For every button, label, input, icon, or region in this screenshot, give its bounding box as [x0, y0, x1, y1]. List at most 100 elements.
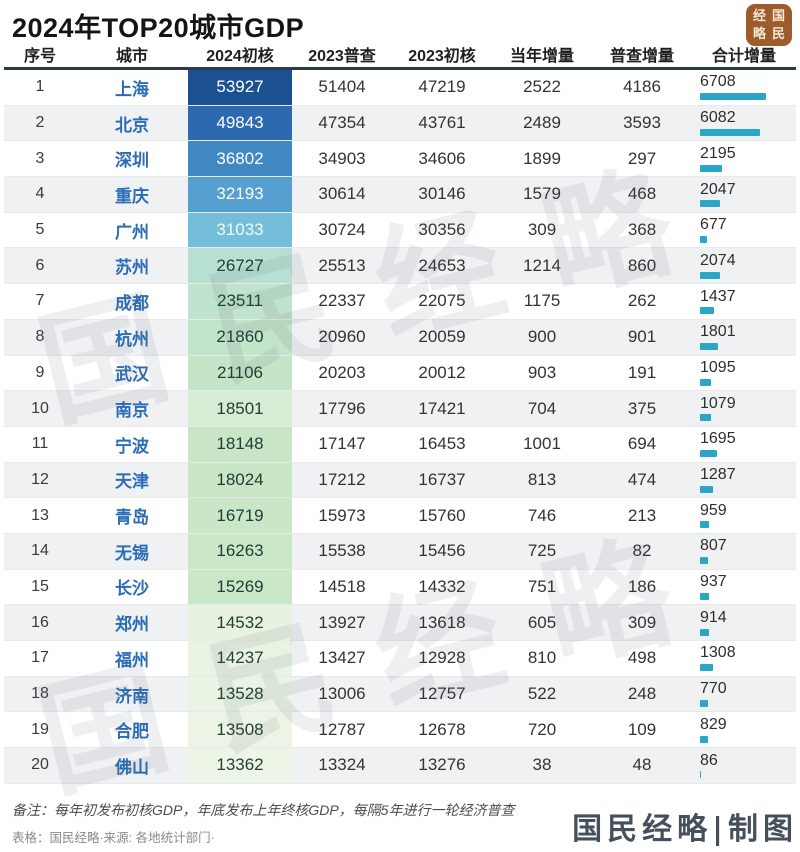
initial-2023-cell: 14332: [418, 576, 466, 596]
rank-cell: 11: [31, 435, 49, 453]
initial-2023-cell: 12678: [418, 719, 466, 739]
total-increase-cell: 6082: [692, 106, 796, 141]
year-increase-cell: 1001: [523, 434, 561, 454]
table-row: 4 重庆 32193 30614 30146 1579 468 2047: [4, 177, 796, 213]
city-name-cell: 重庆: [115, 186, 149, 206]
table-header-row: 序号 城市 2024初核 2023普查 2023初核 当年增量 普查增量 合计增量: [4, 40, 796, 70]
census-2023-cell: 13427: [318, 648, 366, 668]
gdp-2024-cell: 32193: [188, 177, 292, 212]
gdp-2024-cell: 14237: [188, 641, 292, 676]
rank-cell: 8: [35, 328, 45, 346]
rank-cell: 7: [35, 292, 45, 310]
rank-cell: 1: [35, 78, 45, 96]
table-row: 2 北京 49843 47354 43761 2489 3593 6082: [4, 105, 796, 142]
census-increase-cell: 4186: [623, 77, 661, 97]
column-header: 当年增量: [509, 47, 574, 65]
total-increase-value: 86: [700, 751, 718, 769]
table-row: 10 南京 18501 17796 17421 704 375 1079: [4, 391, 796, 427]
rank-cell: 17: [31, 649, 49, 667]
city-name-cell: 青岛: [115, 508, 149, 528]
year-increase-cell: 2489: [523, 113, 561, 133]
initial-2023-cell: 12928: [418, 648, 466, 668]
column-header: 2023普查: [308, 47, 376, 65]
table-row: 7 成都 23511 22337 22075 1175 262 1437: [4, 284, 796, 320]
table-row: 1 上海 53927 51404 47219 2522 4186 6708: [4, 70, 796, 106]
census-2023-cell: 13927: [318, 612, 366, 632]
total-increase-bar: [700, 699, 708, 707]
total-increase-cell: 2195: [692, 141, 796, 176]
total-increase-value: 2047: [700, 180, 736, 198]
city-name-cell: 长沙: [115, 579, 149, 599]
census-increase-cell: 375: [627, 398, 657, 418]
gdp-2024-cell: 13528: [188, 676, 292, 712]
total-increase-value: 959: [700, 501, 727, 519]
total-increase-value: 807: [700, 537, 727, 555]
rank-cell: 15: [31, 577, 49, 595]
census-increase-cell: 248: [627, 684, 657, 704]
year-increase-cell: 751: [527, 576, 557, 596]
census-2023-cell: 34903: [318, 148, 366, 168]
gdp-2024-cell: 16263: [188, 533, 292, 569]
census-2023-cell: 51404: [318, 77, 366, 97]
census-increase-cell: 191: [627, 362, 657, 382]
table-row: 9 武汉 21106 20203 20012 903 191 1095: [4, 355, 796, 392]
year-increase-cell: 38: [532, 755, 552, 775]
total-increase-cell: 770: [692, 677, 796, 712]
initial-2023-cell: 30146: [418, 184, 466, 204]
table-row: 3 深圳 36802 34903 34606 1899 297 2195: [4, 141, 796, 178]
total-increase-cell: 1287: [692, 463, 796, 498]
column-header: 合计增量: [711, 47, 776, 65]
total-increase-cell: 677: [692, 213, 796, 248]
year-increase-cell: 725: [527, 541, 557, 561]
total-increase-cell: 1308: [692, 641, 796, 676]
gdp-2024-cell: 15269: [188, 569, 292, 605]
total-increase-bar: [700, 735, 709, 743]
gdp-2024-cell: 14532: [188, 605, 292, 640]
census-2023-cell: 25513: [318, 255, 366, 275]
total-increase-bar: [700, 557, 708, 565]
city-name-cell: 无锡: [115, 543, 149, 563]
city-name-cell: 郑州: [115, 615, 149, 635]
city-name-cell: 苏州: [115, 258, 149, 278]
credit-signature: 国民经略|制图: [572, 812, 798, 847]
column-header: 2024初核: [206, 47, 274, 65]
total-increase-value: 1308: [700, 644, 736, 662]
census-2023-cell: 15973: [318, 505, 366, 525]
gdp-2024-cell: 13508: [188, 712, 292, 748]
total-increase-value: 1095: [700, 358, 736, 376]
gdp-2024-cell: 53927: [188, 70, 292, 105]
gdp-2024-cell: 49843: [188, 105, 292, 141]
total-increase-value: 829: [700, 715, 727, 733]
gdp-2024-cell: 21106: [188, 355, 292, 391]
total-increase-value: 937: [700, 573, 727, 591]
gdp-2024-cell: 36802: [188, 141, 292, 177]
census-increase-cell: 901: [627, 327, 657, 347]
total-increase-value: 914: [700, 608, 727, 626]
table-body: 1 上海 53927 51404 47219 2522 4186 6708 2 北京 49843 47…: [4, 70, 796, 784]
rank-cell: 9: [35, 363, 45, 381]
initial-2023-cell: 17421: [418, 398, 466, 418]
city-name-cell: 杭州: [115, 329, 149, 349]
total-increase-value: 1287: [700, 466, 736, 483]
gdp-2024-cell: 18501: [188, 391, 292, 426]
total-increase-cell: 1095: [692, 356, 796, 391]
census-increase-cell: 186: [627, 576, 657, 596]
total-increase-cell: 1437: [692, 284, 796, 319]
year-increase-cell: 810: [527, 648, 557, 668]
gdp-2024-cell: 16719: [188, 498, 292, 533]
total-increase-bar: [700, 771, 701, 779]
year-increase-cell: 522: [527, 684, 557, 704]
census-increase-cell: 297: [627, 148, 657, 168]
census-2023-cell: 20203: [318, 362, 366, 382]
publisher-seal-icon: 经国略民: [746, 4, 792, 46]
table-row: 19 合肥 13508 12787 12678 720 109 829: [4, 712, 796, 749]
rank-cell: 10: [31, 399, 49, 417]
year-increase-cell: 1899: [523, 148, 561, 168]
rank-cell: 5: [35, 221, 45, 239]
total-increase-bar: [700, 307, 715, 315]
initial-2023-cell: 15456: [418, 541, 466, 561]
year-increase-cell: 309: [527, 220, 557, 240]
column-header: 序号: [23, 47, 56, 65]
gdp-2024-cell: 18024: [188, 462, 292, 498]
table-row: 14 无锡 16263 15538 15456 725 82 807: [4, 533, 796, 570]
